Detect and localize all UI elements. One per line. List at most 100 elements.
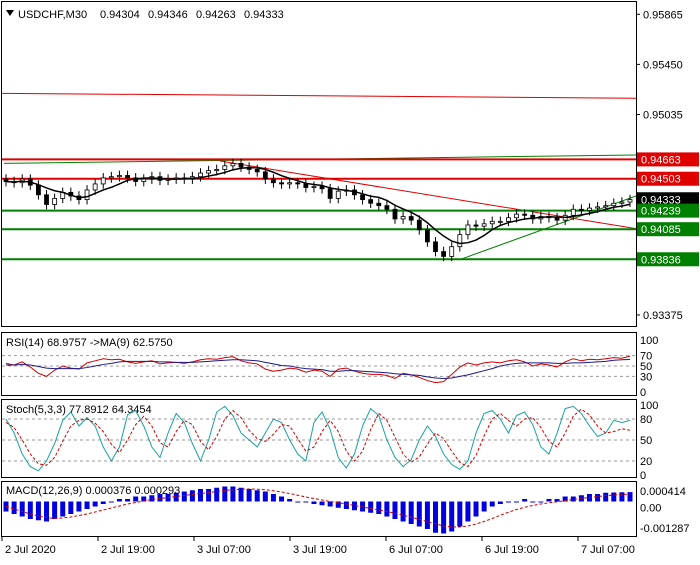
macd-bar — [595, 494, 601, 502]
candle-body — [400, 216, 406, 220]
candle-body — [425, 229, 430, 243]
macd-bar — [230, 486, 236, 502]
time-tick-3: 3 Jul 19:00 — [293, 544, 347, 556]
candle-body — [238, 162, 244, 168]
macd-bar — [287, 499, 293, 502]
level-tag-0.93836 — [637, 252, 699, 267]
macd-bar — [303, 501, 309, 503]
candle-body — [327, 188, 333, 199]
time-tick-2: 3 Jul 07:00 — [197, 544, 251, 556]
macd-bar — [392, 501, 398, 519]
candle-body — [481, 223, 487, 227]
candle-body — [222, 165, 228, 170]
macd-bar — [214, 487, 220, 502]
macd-bar — [376, 501, 382, 514]
macd-bar — [116, 499, 122, 502]
macd-bar — [84, 501, 90, 509]
macd-bar — [279, 496, 285, 502]
tick-30: 30 — [640, 371, 652, 383]
macd-bar — [514, 501, 520, 503]
candle-body — [392, 208, 398, 220]
collapse-triangle-icon[interactable] — [6, 10, 14, 16]
candle-body — [449, 246, 455, 257]
macd-tick-top: 0.000414 — [640, 486, 686, 498]
macd-bar — [530, 501, 536, 503]
macd-bar — [108, 501, 114, 503]
candle-body — [254, 169, 260, 173]
stoch-header: Stoch(5,3,3) 77.8912 64.3454 — [6, 404, 152, 416]
moving-average-line — [5, 166, 631, 245]
macd-bar — [335, 501, 341, 508]
macd-bar — [441, 501, 447, 534]
macd-bar — [546, 499, 552, 502]
rsi-header: RSI(14) 68.9757 ->MA(9) 62.5750 — [6, 337, 173, 349]
macd-bar — [351, 501, 357, 511]
macd-bar — [554, 499, 560, 502]
candle-body — [279, 182, 284, 185]
level-tag-0.94239 — [637, 203, 699, 218]
level-tag-0.94085 — [637, 222, 699, 237]
time-tick-0: 2 Jul 2020 — [5, 544, 56, 556]
series-stoch-main — [5, 405, 631, 472]
candle-body — [441, 251, 447, 257]
macd-bar — [125, 499, 131, 502]
candle-body — [230, 162, 236, 167]
price-tick-0.93375: 0.93375 — [643, 310, 683, 322]
ohlc-close: 0.94333 — [244, 9, 284, 21]
candle-body — [368, 199, 374, 204]
level-label-0.93836: 0.93836 — [641, 254, 681, 266]
series-ma-9- — [6, 358, 631, 379]
macd-bar — [68, 501, 74, 514]
candle-body — [433, 241, 438, 252]
macd-bar — [384, 501, 390, 517]
candle-body — [44, 194, 49, 205]
series-stoch-signal — [5, 408, 631, 468]
macd-bar — [505, 501, 511, 503]
main-price-panel[interactable] — [1, 1, 637, 327]
candle-body — [497, 220, 503, 223]
candle-body — [603, 205, 609, 208]
macd-bar — [254, 490, 260, 502]
candle-body — [214, 169, 220, 172]
macd-bar — [149, 495, 155, 502]
macd-bar — [481, 501, 487, 512]
macd-bar — [319, 501, 325, 506]
candle-body — [408, 216, 414, 221]
candle-body — [360, 194, 365, 201]
macd-bar — [457, 501, 463, 527]
macd-bar — [465, 501, 471, 522]
macd-bar — [449, 501, 455, 532]
macd-bar — [44, 501, 50, 522]
time-tick-6: 7 Jul 07:00 — [581, 544, 635, 556]
macd-bar — [181, 491, 187, 502]
ohlc-open: 0.94304 — [100, 9, 140, 21]
candle-body — [262, 171, 268, 180]
tick-50: 50 — [640, 435, 652, 447]
macd-plot: 0.000414 0.00 -0.001287 — [3, 486, 690, 535]
candle-body — [319, 185, 325, 190]
candle-body — [92, 183, 98, 191]
candle-body — [457, 234, 463, 248]
symbol-header: USDCHF,M30 — [18, 9, 87, 21]
candle-body — [303, 183, 309, 188]
macd-bar — [100, 501, 106, 504]
candle-body — [206, 170, 211, 174]
price-tick-0.95865: 0.95865 — [643, 9, 683, 21]
macd-bar — [19, 501, 25, 517]
macd-panel[interactable] — [1, 481, 637, 537]
level-tag-0.94503 — [637, 171, 699, 186]
macd-signal-line — [5, 488, 631, 528]
level-tag-0.94663 — [637, 152, 699, 167]
candle-body — [108, 176, 114, 179]
candle-body — [141, 178, 147, 182]
candle-body — [587, 207, 592, 211]
candle-body — [36, 184, 41, 196]
time-tick-1: 2 Jul 19:00 — [101, 544, 155, 556]
candle-body — [619, 201, 625, 204]
macd-bar — [343, 501, 349, 509]
candle-body — [311, 185, 317, 188]
candle-body — [376, 202, 382, 207]
macd-bar — [408, 501, 414, 524]
